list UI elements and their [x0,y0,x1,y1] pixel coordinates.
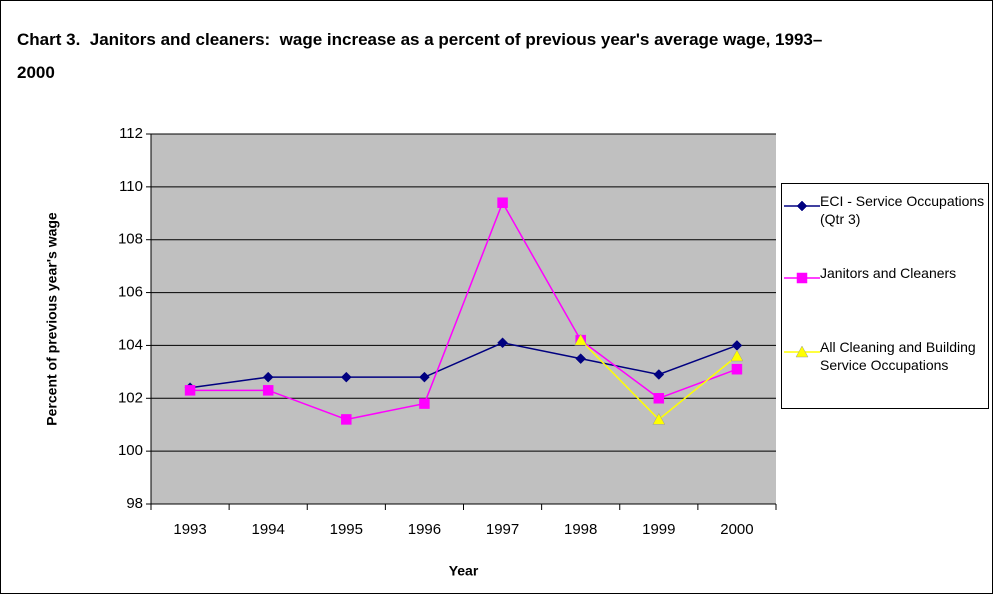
marker [653,393,665,404]
y-tick-label: 102 [118,389,143,406]
marker [341,414,352,425]
marker [184,385,196,396]
x-tick-label: 1999 [642,521,675,538]
chart-title: Chart 3. Janitors and cleaners: wage inc… [17,30,823,82]
y-tick-label: 100 [118,442,143,459]
marker [419,398,430,409]
x-tick-label: 1997 [486,521,519,538]
legend-label: All Cleaning and Building Service Occupa… [820,339,976,373]
marker [795,345,809,358]
legend-key [784,272,820,284]
marker [796,200,808,212]
marker [730,349,744,362]
marker [419,371,430,383]
y-axis-label: Percent of previous year's wage [44,212,60,426]
series-line [190,200,738,421]
x-axis-label: Year [449,563,479,579]
series-line [189,342,738,389]
legend-label: Janitors and Cleaners [820,265,957,281]
legend-key [784,345,820,358]
legend-label: ECI - Service Occupations (Qtr 3) [820,193,985,227]
marker [575,353,587,364]
marker [796,272,808,284]
marker [653,369,665,380]
plot-area [151,134,776,504]
y-tick-label: 98 [126,495,143,512]
y-tick-label: 112 [119,125,143,142]
x-tick-label: 1998 [564,521,597,538]
x-tick-label: 2000 [720,521,753,538]
marker [262,385,274,396]
y-tick-label: 108 [118,231,143,248]
marker [497,337,508,349]
marker [497,197,508,208]
x-tick-label: 1994 [252,521,285,538]
legend: ECI - Service Occupations (Qtr 3) Janitor… [781,183,989,409]
y-tick-label: 104 [118,336,143,353]
y-tick-label: 106 [118,284,143,301]
marker [340,371,352,383]
y-tick-label: 110 [119,178,143,195]
legend-key [784,200,820,212]
marker [574,333,588,346]
x-tick-label: 1993 [173,521,206,538]
marker [731,363,743,375]
marker [262,371,274,383]
marker [652,412,666,425]
x-tick-label: 1995 [330,521,363,538]
x-tick-label: 1996 [408,521,441,538]
